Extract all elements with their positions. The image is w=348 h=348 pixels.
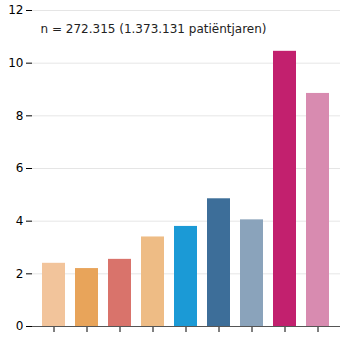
svg-text:0: 0 bbox=[16, 319, 24, 333]
svg-text:2: 2 bbox=[16, 267, 24, 281]
svg-text:8: 8 bbox=[16, 109, 24, 123]
svg-text:12: 12 bbox=[8, 3, 23, 17]
svg-text:n = 272.315 (1.373.131 patiënt: n = 272.315 (1.373.131 patiëntjaren) bbox=[41, 22, 267, 36]
svg-text:6: 6 bbox=[16, 161, 24, 175]
svg-text:4: 4 bbox=[16, 214, 24, 228]
svg-text:10: 10 bbox=[8, 56, 23, 70]
